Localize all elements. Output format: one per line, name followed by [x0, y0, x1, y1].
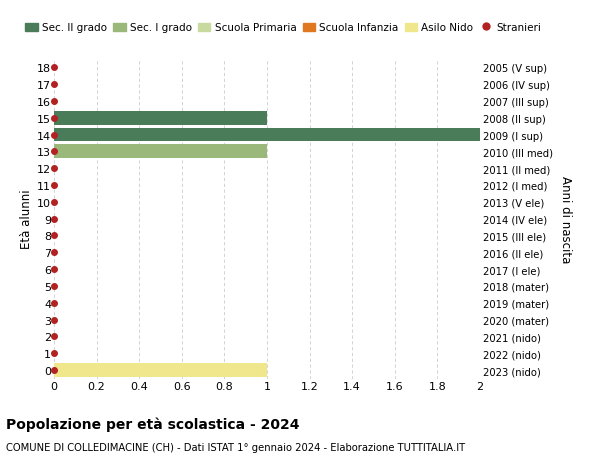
Bar [54, 112, 267, 125]
Text: Popolazione per età scolastica - 2024: Popolazione per età scolastica - 2024 [6, 417, 299, 431]
Y-axis label: Anni di nascita: Anni di nascita [559, 176, 572, 263]
Y-axis label: Età alunni: Età alunni [20, 190, 33, 249]
Legend: Sec. II grado, Sec. I grado, Scuola Primaria, Scuola Infanzia, Asilo Nido, Stran: Sec. II grado, Sec. I grado, Scuola Prim… [25, 23, 541, 34]
Bar [54, 145, 267, 159]
Bar [54, 364, 267, 377]
Text: COMUNE DI COLLEDIMACINE (CH) - Dati ISTAT 1° gennaio 2024 - Elaborazione TUTTITA: COMUNE DI COLLEDIMACINE (CH) - Dati ISTA… [6, 442, 465, 452]
Bar [54, 129, 480, 142]
